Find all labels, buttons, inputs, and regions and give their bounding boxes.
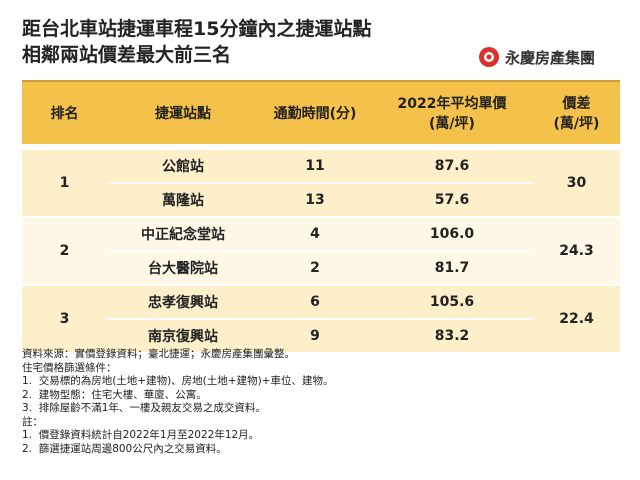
notes: 資料來源：實價登錄資料；臺北捷運；永慶房產集團彙整。 住宅價格篩選條件： 1. 交易… [22,348,333,456]
table-row: 南京復興站 9 83.2 [22,319,620,354]
brand-logo [479,47,499,67]
diff-cell: 22.4 [533,285,620,354]
table-row: 1 公館站 11 87.6 30 [22,147,620,218]
title: 距台北車站捷運車程15分鐘內之捷運站點 [22,18,372,40]
station-cell: 公館站 [107,147,259,184]
rank-cell: 3 [22,285,107,354]
station-cell: 台大醫院站 [107,251,259,286]
note-line: 2. 篩選捷運站周邊800公尺內之交易資料。 [22,442,227,455]
table-body: 1 公館站 11 87.6 30 萬隆站 13 57.6 2 中正紀念堂站 4 106.0 24.3 台大… [22,147,620,354]
price-cell: 105.6 [371,285,533,320]
station-cell: 南京復興站 [107,319,259,354]
station-cell: 萬隆站 [107,183,259,218]
minutes-cell: 13 [259,183,371,218]
col-header: 通勤時間(分) [259,81,371,150]
table-row: 萬隆站 13 57.6 [22,183,620,218]
note-line: 資料來源：實價登錄資料；臺北捷運；永慶房產集團彙整。 [22,348,295,360]
note-line: 3. 排除屋齡不滿1年、一樓及親友交易之成交資料。 [22,402,266,414]
minutes-cell: 4 [259,217,371,252]
note-line: 住宅價格篩選條件： [22,361,117,374]
minutes-cell: 2 [259,251,371,286]
table-row: 2 中正紀念堂站 4 106.0 24.3 [22,217,620,286]
diff-cell: 30 [533,147,620,218]
price-cell: 87.6 [371,147,533,184]
price-cell: 57.6 [371,183,533,218]
table-row: 3 忠孝復興站 6 105.6 22.4 [22,285,620,354]
title: 相鄰兩站價差最大前三名 [22,44,232,66]
brand-name: 永慶房產集團 [505,48,596,67]
diff-cell: 24.3 [533,217,620,286]
rank-cell: 1 [22,147,107,218]
price-cell: 106.0 [371,217,533,252]
col-header: 排名 [22,81,107,150]
table-row: 台大醫院站 2 81.7 [22,251,620,286]
price-table: 排名 捷運站點 通勤時間(分) 2022年平均單價 (萬/坪) 價差 (萬/坪)… [22,80,620,354]
note-line: 1. 交易標的為房地(土地+建物)、房地(土地+建物)+車位、建物。 [22,375,334,387]
note-line: 1. 價登錄資料統計自2022年1月至2022年12月。 [22,429,260,441]
col-header: 2022年平均單價 (萬/坪) [371,81,533,150]
price-cell: 81.7 [371,251,533,286]
note-line: 註： [22,415,43,428]
note-line: 2. 建物型態：住宅大樓、華廈、公寓。 [22,388,207,401]
minutes-cell: 6 [259,285,371,320]
minutes-cell: 9 [259,319,371,354]
minutes-cell: 11 [259,147,371,184]
rank-cell: 2 [22,217,107,286]
brand: 永慶房產集團 [478,46,595,68]
station-cell: 忠孝復興站 [107,285,259,320]
col-header: 價差 (萬/坪) [533,81,620,150]
col-header: 捷運站點 [107,81,259,150]
header-row: 排名 捷運站點 通勤時間(分) 2022年平均單價 (萬/坪) 價差 (萬/坪) [22,81,620,150]
station-cell: 中正紀念堂站 [107,217,259,252]
price-cell: 83.2 [371,319,533,354]
